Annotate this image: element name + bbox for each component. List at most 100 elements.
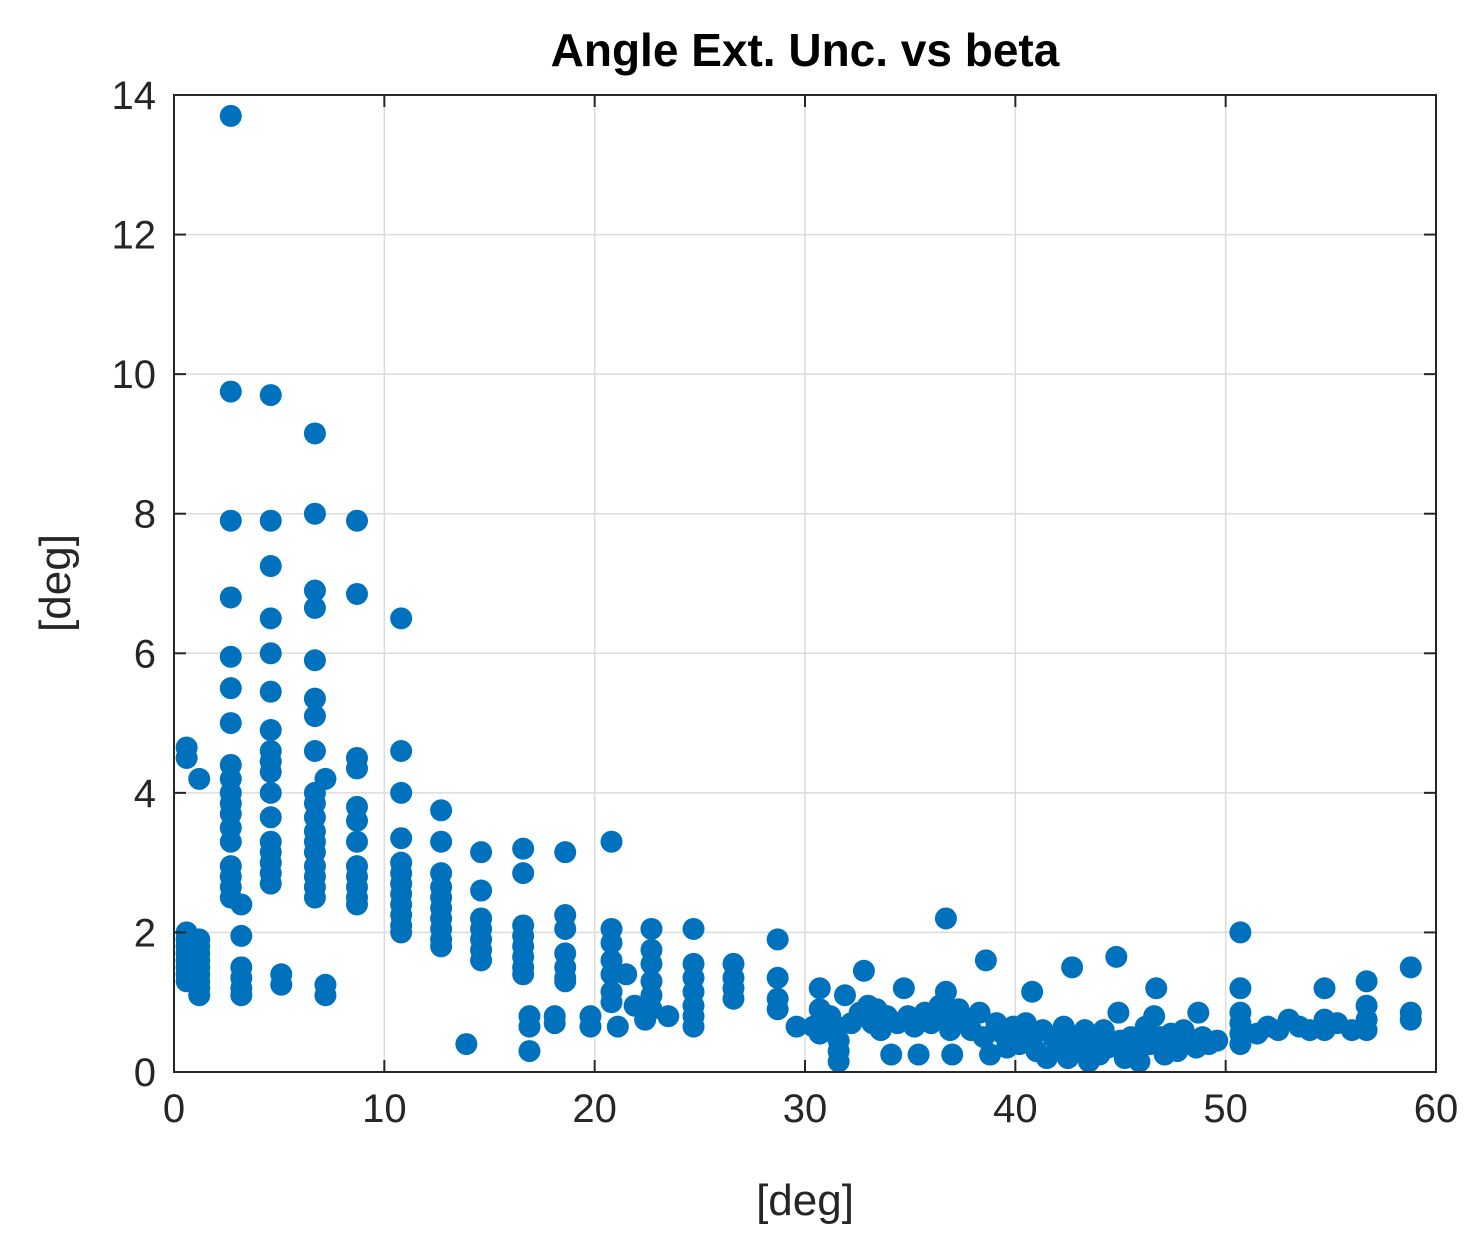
data-point (259, 719, 282, 742)
data-point (259, 806, 282, 829)
data-point (1229, 921, 1252, 944)
data-point (219, 830, 242, 853)
y-tick-label: 10 (112, 353, 157, 397)
data-point (259, 760, 282, 783)
data-point (600, 991, 623, 1014)
data-point (390, 827, 413, 850)
data-point (470, 949, 493, 972)
data-point (303, 739, 326, 762)
data-point (188, 984, 211, 1007)
data-point (880, 1043, 903, 1066)
y-tick-label: 14 (112, 74, 157, 118)
data-point (470, 879, 493, 902)
data-point (512, 862, 535, 885)
data-point (1399, 1008, 1422, 1031)
data-point (1105, 945, 1128, 968)
data-point (1206, 1029, 1229, 1052)
data-point (1145, 977, 1168, 1000)
data-point (682, 1015, 705, 1038)
data-point (1399, 956, 1422, 979)
data-point (259, 555, 282, 578)
data-point (579, 1015, 602, 1038)
y-tick-label: 0 (134, 1051, 156, 1095)
data-point (1313, 977, 1336, 1000)
x-tick-label: 40 (993, 1087, 1038, 1131)
data-point (270, 973, 293, 996)
data-point (259, 607, 282, 630)
data-point (808, 977, 831, 1000)
data-point (219, 712, 242, 735)
data-point (390, 607, 413, 630)
y-tick-label: 12 (112, 214, 157, 258)
data-point (1061, 956, 1084, 979)
x-tick-label: 30 (783, 1087, 828, 1131)
data-point (554, 841, 577, 864)
data-point (766, 998, 789, 1021)
data-point (219, 509, 242, 532)
data-point (303, 596, 326, 619)
data-point (259, 872, 282, 895)
x-tick-label: 60 (1414, 1087, 1459, 1131)
data-point (785, 1015, 808, 1038)
data-point (259, 509, 282, 532)
data-point (1143, 1005, 1166, 1028)
data-point (852, 959, 875, 982)
data-point (543, 1012, 566, 1035)
data-point (345, 830, 368, 853)
data-point (892, 977, 915, 1000)
data-point (1229, 1033, 1252, 1056)
y-axis-label: [deg] (31, 534, 80, 632)
data-point (1021, 980, 1044, 1003)
data-point (1107, 1001, 1130, 1024)
data-point (219, 586, 242, 609)
data-point (303, 579, 326, 602)
data-point (455, 1033, 478, 1056)
y-tick-label: 2 (134, 911, 156, 955)
data-point (974, 949, 997, 972)
grid-lines (174, 95, 1436, 1072)
data-point (518, 1040, 541, 1063)
data-point (941, 1043, 964, 1066)
data-point (766, 966, 789, 989)
data-point (303, 422, 326, 445)
data-point (219, 380, 242, 403)
x-tick-label: 20 (572, 1087, 617, 1131)
data-point (934, 907, 957, 930)
data-point (766, 928, 789, 951)
data-point (907, 1043, 930, 1066)
data-point (430, 799, 453, 822)
data-point (345, 757, 368, 780)
data-point (1187, 1001, 1210, 1024)
data-point (808, 1022, 831, 1045)
data-point (345, 582, 368, 605)
data-point (303, 705, 326, 728)
data-point (640, 917, 663, 940)
data-point (657, 1005, 680, 1028)
x-axis-label: [deg] (756, 1176, 854, 1225)
data-point (1092, 1019, 1115, 1042)
data-point (430, 935, 453, 958)
y-tick-labels: 0 2 4 6 8 10 12 14 (112, 74, 157, 1095)
data-point (230, 893, 253, 916)
data-point (554, 917, 577, 940)
y-tick-label: 8 (134, 493, 156, 537)
data-point (1355, 1019, 1378, 1042)
data-point (640, 952, 663, 975)
data-point (968, 1001, 991, 1024)
x-tick-labels: 0 10 20 30 40 50 60 (163, 1087, 1458, 1131)
data-point (554, 970, 577, 993)
data-points (175, 104, 1422, 1073)
data-point (600, 931, 623, 954)
data-point (175, 746, 198, 769)
data-point (640, 998, 663, 1021)
data-point (188, 767, 211, 790)
x-tick-label: 10 (362, 1087, 407, 1131)
data-point (303, 687, 326, 710)
data-point (345, 809, 368, 832)
data-point (230, 984, 253, 1007)
data-point (518, 1015, 541, 1038)
data-point (722, 987, 745, 1010)
x-tick-label: 0 (163, 1087, 185, 1131)
data-point (219, 677, 242, 700)
data-point (303, 502, 326, 525)
